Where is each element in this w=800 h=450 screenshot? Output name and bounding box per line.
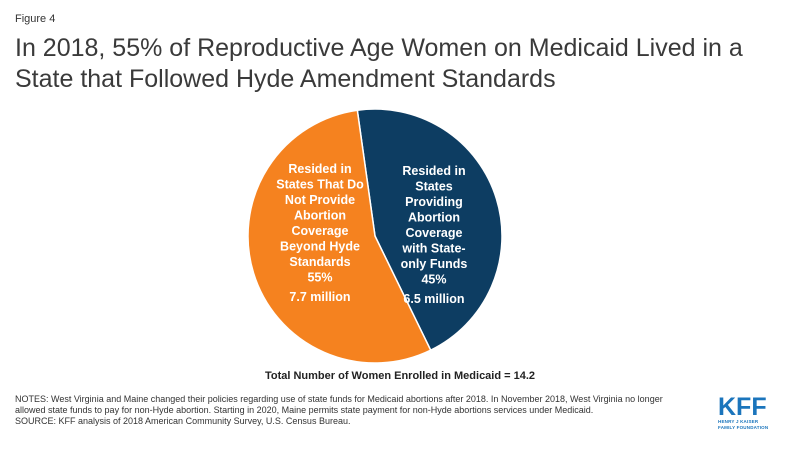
slice-label-line-0-2: Not Provide — [285, 193, 355, 207]
slice-label-line-1-6: only Funds — [401, 257, 468, 271]
slice-label-line-1-4: Coverage — [406, 226, 463, 240]
slice-label-line-1-0: Resided in — [402, 164, 465, 178]
slice-label-line-1-1: States — [415, 180, 453, 194]
slice-label-line-0-3: Abortion — [294, 209, 346, 223]
slice-label-line-1-2: Providing — [405, 195, 463, 209]
source-text: SOURCE: KFF analysis of 2018 American Co… — [15, 416, 351, 426]
slice-label-line-0-6: Standards — [289, 255, 350, 269]
slice-percent-label-1: 45% — [421, 273, 446, 287]
slice-label-line-0-4: Coverage — [292, 224, 349, 238]
slice-count-label-0: 7.7 million — [289, 290, 350, 304]
slice-label-line-0-5: Beyond Hyde — [280, 240, 360, 254]
notes-text: NOTES: West Virginia and Maine changed t… — [15, 394, 663, 415]
figure-label: Figure 4 — [15, 13, 56, 25]
pie-slice-0 — [247, 109, 432, 364]
logo-subline-2: FAMILY FOUNDATION — [718, 424, 769, 430]
slice-label-line-1-5: with State- — [401, 242, 465, 256]
pie-slice-1 — [356, 108, 503, 352]
logo-wordmark: KFF — [718, 393, 767, 421]
chart-title: In 2018, 55% of Reproductive Age Women o… — [15, 34, 743, 93]
slice-label-line-0-0: Resided in — [288, 162, 351, 176]
notes-block: NOTES: West Virginia and Maine changed t… — [15, 394, 695, 427]
logo-subline-1: HENRY J KAISER — [718, 419, 759, 424]
total-enrolled-label: Total Number of Women Enrolled in Medica… — [264, 370, 536, 382]
slice-label-line-0-1: States That Do — [276, 178, 364, 192]
slice-label-line-1-3: Abortion — [408, 211, 460, 225]
slice-percent-label-0: 55% — [307, 271, 332, 285]
kff-logo: KFF HENRY J KAISER FAMILY FOUNDATION — [718, 395, 784, 430]
slice-count-label-1: 6.5 million — [403, 292, 464, 306]
